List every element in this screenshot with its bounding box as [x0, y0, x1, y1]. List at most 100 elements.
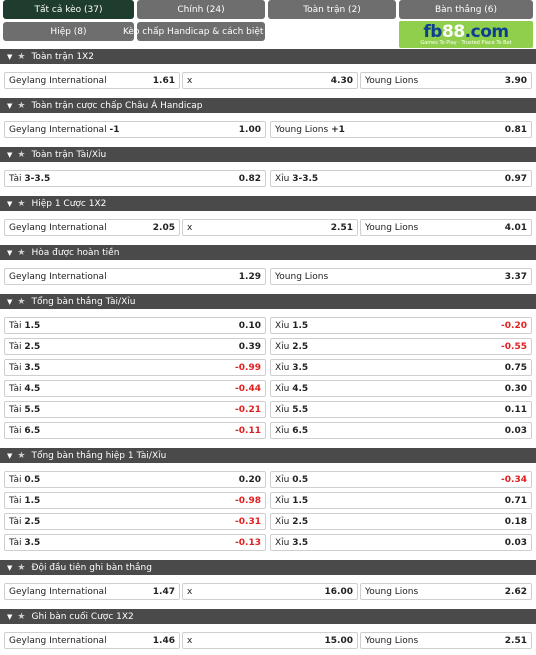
tab-goals[interactable]: Bàn thắng (6) — [399, 0, 533, 19]
collapse-caret-icon[interactable]: ▼ — [7, 451, 13, 460]
odds-cell[interactable]: x 16.00 — [182, 583, 358, 600]
odds-cell[interactable]: x 2.51 — [182, 219, 358, 236]
odds-cell[interactable]: Tài 3.5 -0.13 — [4, 534, 266, 551]
selection-label: Young Lions — [365, 587, 418, 597]
odds-cell[interactable]: Young Lions +1 0.81 — [270, 121, 532, 138]
selection-name: Tài — [9, 495, 22, 506]
odds-cell[interactable]: Xỉu 3-3.5 0.97 — [270, 170, 532, 187]
section-header[interactable]: ▼ ★ Đội đầu tiên ghi bàn thắng — [0, 560, 536, 575]
odds-cell[interactable]: Tài 3-3.5 0.82 — [4, 170, 266, 187]
selection-name: Young Lions — [365, 586, 419, 597]
odds-cell[interactable]: Tài 2.5 0.39 — [4, 338, 266, 355]
odds-cell[interactable]: Tài 1.5 0.10 — [4, 317, 266, 334]
odds-cell[interactable]: Tài 2.5 -0.31 — [4, 513, 266, 530]
odds-cell[interactable]: Young Lions 3.37 — [270, 268, 532, 285]
collapse-caret-icon[interactable]: ▼ — [7, 150, 13, 159]
odds-cell[interactable]: Tài 4.5 -0.44 — [4, 380, 266, 397]
odds-cell[interactable]: Tài 6.5 -0.11 — [4, 422, 266, 439]
handicap-line: 3-3.5 — [24, 173, 51, 184]
favorite-star-icon[interactable]: ★ — [17, 247, 26, 258]
collapse-caret-icon[interactable]: ▼ — [7, 199, 13, 208]
handicap-line: 6.5 — [292, 425, 309, 436]
odds-value: -0.55 — [501, 341, 527, 352]
odds-cell[interactable]: Tài 1.5 -0.98 — [4, 492, 266, 509]
odds-cell[interactable]: Xỉu 4.5 0.30 — [270, 380, 532, 397]
odds-cell[interactable]: Young Lions 2.51 — [360, 632, 532, 649]
section-header[interactable]: ▼ ★ Hiệp 1 Cược 1X2 — [0, 196, 536, 211]
section-header[interactable]: ▼ ★ Hòa được hoàn tiền — [0, 245, 536, 260]
selection-label: Xỉu 1.5 — [275, 496, 308, 506]
tab-handicap[interactable]: Kèo chấp Handicap & cách biệt (1) — [123, 22, 279, 41]
tab-all-markets[interactable]: Tất cả kèo (37) — [3, 0, 134, 19]
selection-name: Geylang International — [9, 586, 107, 597]
favorite-star-icon[interactable]: ★ — [17, 100, 26, 111]
favorite-star-icon[interactable]: ★ — [17, 296, 26, 307]
odds-cell[interactable]: x 15.00 — [182, 632, 358, 649]
handicap-line: -1 — [109, 124, 120, 135]
odds-cell[interactable]: Geylang International -1 1.00 — [4, 121, 266, 138]
collapse-caret-icon[interactable]: ▼ — [7, 563, 13, 572]
selection-label: Tài 5.5 — [9, 405, 40, 415]
selection-name: Tài — [9, 474, 22, 485]
odds-cell[interactable]: Xỉu 3.5 0.03 — [270, 534, 532, 551]
section-header[interactable]: ▼ ★ Tổng bàn thắng Tài/Xỉu — [0, 294, 536, 309]
selection-label: Geylang International — [9, 223, 107, 233]
odds-cell[interactable]: Young Lions 3.90 — [360, 72, 532, 89]
odds-cell[interactable]: Xỉu 5.5 0.11 — [270, 401, 532, 418]
section-header[interactable]: ▼ ★ Ghi bàn cuối Cược 1X2 — [0, 609, 536, 624]
section-header[interactable]: ▼ ★ Toàn trận 1X2 — [0, 49, 536, 64]
collapse-caret-icon[interactable]: ▼ — [7, 248, 13, 257]
section-header[interactable]: ▼ ★ Toàn trận Tài/Xỉu — [0, 147, 536, 162]
tab-main[interactable]: Chính (24) — [137, 0, 265, 19]
odds-cell[interactable]: x 4.30 — [182, 72, 358, 89]
selection-name: Geylang International — [9, 635, 107, 646]
odds-cell[interactable]: Geylang International 1.61 — [4, 72, 180, 89]
odds-cell[interactable]: Geylang International 1.46 — [4, 632, 180, 649]
favorite-star-icon[interactable]: ★ — [17, 198, 26, 209]
odds-cell[interactable]: Geylang International 1.29 — [4, 268, 266, 285]
odds-cell[interactable]: Tài 5.5 -0.21 — [4, 401, 266, 418]
section-header[interactable]: ▼ ★ Tổng bàn thắng hiệp 1 Tài/Xỉu — [0, 448, 536, 463]
odds-cell[interactable]: Xỉu 2.5 0.18 — [270, 513, 532, 530]
odds-value: 0.11 — [504, 404, 527, 415]
odds-value: 1.00 — [238, 124, 261, 135]
collapse-caret-icon[interactable]: ▼ — [7, 297, 13, 306]
odds-cell[interactable]: Tài 3.5 -0.99 — [4, 359, 266, 376]
section-title: Hòa được hoàn tiền — [31, 247, 120, 258]
favorite-star-icon[interactable]: ★ — [17, 611, 26, 622]
collapse-caret-icon[interactable]: ▼ — [7, 612, 13, 621]
favorite-star-icon[interactable]: ★ — [17, 149, 26, 160]
odds-cell[interactable]: Young Lions 2.62 — [360, 583, 532, 600]
tab-full-time[interactable]: Toàn trận (2) — [268, 0, 396, 19]
odds-cell[interactable]: Geylang International 2.05 — [4, 219, 180, 236]
selection-name: Tài — [9, 537, 22, 548]
odds-value: -0.21 — [235, 404, 261, 415]
odds-cell[interactable]: Xỉu 3.5 0.75 — [270, 359, 532, 376]
selection-label: Young Lions +1 — [275, 125, 345, 135]
odds-cell[interactable]: Xỉu 6.5 0.03 — [270, 422, 532, 439]
odds-value: 0.82 — [238, 173, 261, 184]
odds-value: 0.97 — [504, 173, 527, 184]
tab-halves[interactable]: Hiệp (8) — [3, 22, 134, 41]
favorite-star-icon[interactable]: ★ — [17, 562, 26, 573]
favorite-star-icon[interactable]: ★ — [17, 450, 26, 461]
odds-cell[interactable]: Tài 0.5 0.20 — [4, 471, 266, 488]
odds-row: Tài 0.5 0.20 Xỉu 0.5 -0.34 — [4, 471, 532, 488]
section-header[interactable]: ▼ ★ Toàn trận cược chấp Châu Á Handicap — [0, 98, 536, 113]
odds-cell[interactable]: Xỉu 1.5 0.71 — [270, 492, 532, 509]
odds-value: 4.30 — [330, 75, 353, 86]
fb88-logo[interactable]: fb88.com Games To Play · Trusted Place T… — [399, 21, 533, 48]
odds-cell[interactable]: Geylang International 1.47 — [4, 583, 180, 600]
collapse-caret-icon[interactable]: ▼ — [7, 52, 13, 61]
favorite-star-icon[interactable]: ★ — [17, 51, 26, 62]
odds-value: 0.10 — [238, 320, 261, 331]
collapse-caret-icon[interactable]: ▼ — [7, 101, 13, 110]
selection-name: Young Lions — [365, 75, 419, 86]
odds-cell[interactable]: Xỉu 1.5 -0.20 — [270, 317, 532, 334]
odds-cell[interactable]: Xỉu 0.5 -0.34 — [270, 471, 532, 488]
odds-row: Tài 2.5 0.39 Xỉu 2.5 -0.55 — [4, 338, 532, 355]
odds-cell[interactable]: Young Lions 4.01 — [360, 219, 532, 236]
selection-name: x — [187, 222, 193, 233]
market-tabs: Tất cả kèo (37) Chính (24) Toàn trận (2)… — [0, 0, 536, 48]
odds-cell[interactable]: Xỉu 2.5 -0.55 — [270, 338, 532, 355]
